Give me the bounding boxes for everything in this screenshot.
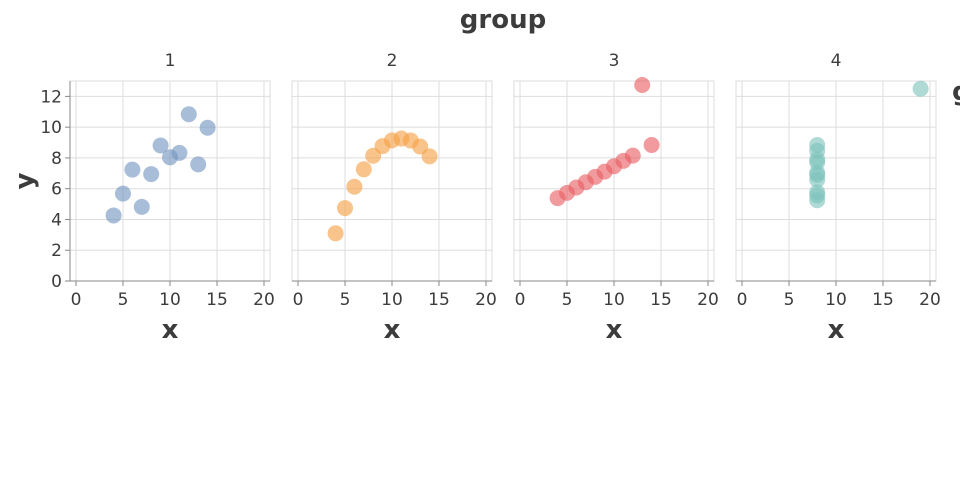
y-tick-label: 6 xyxy=(51,180,62,200)
data-point xyxy=(374,138,391,155)
data-point xyxy=(124,161,141,178)
x-tick-label: 0 xyxy=(293,290,304,310)
data-point xyxy=(355,161,372,178)
data-point xyxy=(809,167,826,183)
x-axis-title: x xyxy=(384,315,401,345)
data-point xyxy=(180,106,197,123)
data-point xyxy=(143,166,160,183)
x-tick-label: 20 xyxy=(475,290,497,310)
x-axis-title: x xyxy=(162,315,179,345)
legend-title-partial: g xyxy=(952,77,960,107)
data-point xyxy=(152,137,169,154)
data-point xyxy=(577,174,594,191)
x-tick-label: 15 xyxy=(650,290,672,310)
y-tick-label: 0 xyxy=(51,272,62,292)
facet-panel-2: 20 5 10 15 20x xyxy=(291,51,497,345)
data-point xyxy=(559,184,575,201)
x-axis-title: x xyxy=(828,315,845,345)
data-point xyxy=(190,156,207,173)
data-point xyxy=(596,163,613,180)
data-point xyxy=(327,225,344,242)
x-tick-label: 15 xyxy=(872,290,894,310)
x-tick-label: 15 xyxy=(428,290,450,310)
y-tick-label: 12 xyxy=(40,87,62,107)
data-point xyxy=(809,187,826,204)
facet-panel-4: 4 0 5 10 15 20 x xyxy=(735,51,941,345)
data-point xyxy=(337,200,353,217)
data-point xyxy=(115,185,131,202)
facet-panel-3: 3 0 5 10 15 20 x xyxy=(513,51,719,345)
y-tick-label: 4 xyxy=(51,210,62,230)
data-point xyxy=(809,151,826,168)
x-tick-label: 0 xyxy=(515,290,526,310)
data-point xyxy=(346,178,363,195)
x-tick-label: 10 xyxy=(381,290,403,310)
data-point xyxy=(643,137,660,153)
data-point xyxy=(421,148,438,165)
data-point xyxy=(624,147,641,164)
y-tick-label: 8 xyxy=(51,149,62,169)
data-point xyxy=(402,132,419,149)
x-tick-label: 10 xyxy=(603,290,625,310)
x-tick-label: 10 xyxy=(159,290,181,310)
data-point xyxy=(199,119,216,136)
chart-title: group xyxy=(460,5,546,35)
x-tick-label: 0 xyxy=(737,290,748,310)
x-tick-label: 5 xyxy=(784,290,795,310)
y-axis-title: y xyxy=(10,172,40,189)
y-tick-label: 10 xyxy=(40,118,62,138)
data-point xyxy=(912,80,929,97)
x-tick-label: 0 xyxy=(71,290,82,310)
data-point xyxy=(171,144,188,161)
facet-title: 3 xyxy=(609,51,620,71)
data-point xyxy=(105,207,122,224)
facet-title: 4 xyxy=(831,51,842,71)
x-tick-label: 20 xyxy=(919,290,941,310)
x-tick-label: 5 xyxy=(562,290,573,310)
facet-title: 2 xyxy=(387,51,398,71)
x-tick-label: 5 xyxy=(340,290,351,310)
y-tick-label: 2 xyxy=(51,241,62,261)
x-tick-label: 20 xyxy=(253,290,275,310)
x-axis-title: x xyxy=(606,315,623,345)
x-tick-label: 20 xyxy=(697,290,719,310)
x-tick-label: 15 xyxy=(206,290,228,310)
data-point xyxy=(634,77,651,93)
facet-title: 1 xyxy=(165,51,176,71)
x-tick-label: 10 xyxy=(825,290,847,310)
data-point xyxy=(133,198,150,215)
x-tick-label: 5 xyxy=(118,290,129,310)
